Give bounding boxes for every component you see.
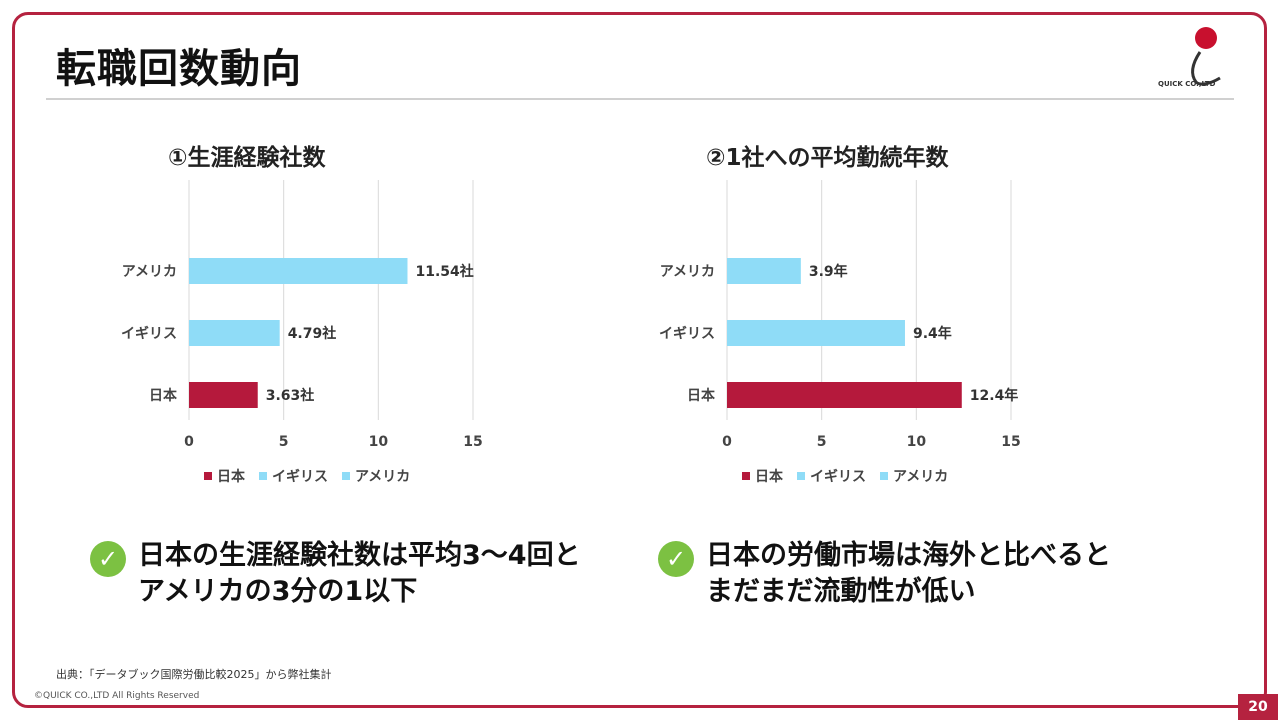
quick-logo: QUICK CO.,LTD xyxy=(1158,27,1221,88)
x-tick-label: 10 xyxy=(907,434,927,450)
category-label: イギリス xyxy=(659,325,715,342)
legend-swatch xyxy=(259,472,267,480)
chart2-title: ②1社への平均勤続年数 xyxy=(706,145,949,171)
x-tick-label: 5 xyxy=(817,434,827,450)
copyright: ©QUICK CO.,LTD All Rights Reserved xyxy=(34,691,200,701)
x-tick-label: 10 xyxy=(369,434,389,450)
data-label: 4.79社 xyxy=(288,325,337,342)
logo-dot-icon xyxy=(1195,27,1217,49)
legend-label: アメリカ xyxy=(355,469,410,485)
legend-swatch xyxy=(204,472,212,480)
data-label: 9.4年 xyxy=(913,325,952,342)
category-label: 日本 xyxy=(149,387,178,404)
logo-swoosh-icon xyxy=(1191,51,1221,86)
legend-swatch xyxy=(742,472,750,480)
legend-swatch xyxy=(880,472,888,480)
check-icon: ✓ xyxy=(90,541,126,577)
legend-label: イギリス xyxy=(272,468,328,485)
legend-label: アメリカ xyxy=(893,469,948,485)
title-divider xyxy=(46,98,1234,100)
slide-title: 転職回数動向 xyxy=(56,46,302,92)
legend-swatch xyxy=(797,472,805,480)
x-tick-label: 0 xyxy=(184,434,194,450)
category-label: イギリス xyxy=(121,325,177,342)
takeaway-2: ✓ 日本の労働市場は海外と比べると まだまだ流動性が低い xyxy=(658,538,1111,610)
category-label: アメリカ xyxy=(660,264,715,280)
takeaway-2-line1: 日本の労働市場は海外と比べると xyxy=(706,540,1111,571)
data-label: 3.63社 xyxy=(266,387,315,404)
logo-text: QUICK CO.,LTD xyxy=(1158,80,1216,88)
legend-label: 日本 xyxy=(755,468,784,485)
bar-イギリス xyxy=(727,320,905,346)
check-icon: ✓ xyxy=(658,541,694,577)
category-label: アメリカ xyxy=(122,264,177,280)
x-tick-label: 15 xyxy=(1001,434,1020,450)
x-tick-label: 5 xyxy=(279,434,289,450)
legend-label: 日本 xyxy=(217,468,246,485)
data-label: 12.4年 xyxy=(970,387,1019,404)
source-note: 出典：「データブック国際労働比較2025」から弊社集計 xyxy=(56,668,332,681)
chart1-title: ①生涯経験社数 xyxy=(168,145,326,171)
legend-swatch xyxy=(342,472,350,480)
category-label: 日本 xyxy=(687,387,716,404)
slide-frame xyxy=(12,12,1267,708)
x-tick-label: 15 xyxy=(463,434,482,450)
x-tick-label: 0 xyxy=(722,434,732,450)
bar-アメリカ xyxy=(727,258,801,284)
takeaway-1-line1: 日本の生涯経験社数は平均3～4回と xyxy=(138,540,581,571)
data-label: 3.9年 xyxy=(809,263,848,280)
legend-label: イギリス xyxy=(810,468,866,485)
page-number: 20 xyxy=(1238,694,1278,720)
bar-イギリス xyxy=(189,320,280,346)
data-label: 11.54社 xyxy=(415,263,473,280)
takeaway-2-line2: まだまだ流動性が低い xyxy=(706,576,976,607)
bar-アメリカ xyxy=(189,258,408,284)
bar-日本 xyxy=(189,382,258,408)
bar-日本 xyxy=(727,382,962,408)
takeaway-1: ✓ 日本の生涯経験社数は平均3～4回と アメリカの3分の1以下 xyxy=(90,538,581,610)
takeaway-1-line2: アメリカの3分の1以下 xyxy=(138,576,418,607)
